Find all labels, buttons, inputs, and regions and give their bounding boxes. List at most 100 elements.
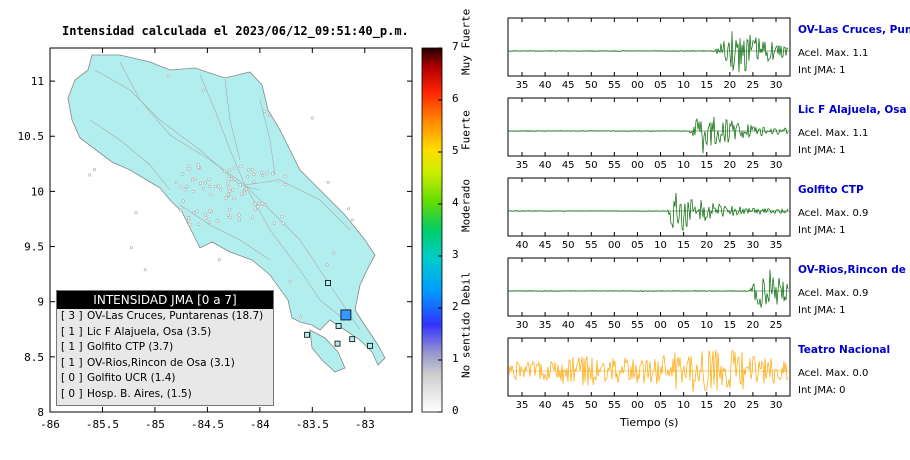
lat-tick-label: 11	[31, 75, 44, 88]
town-dot	[143, 268, 147, 272]
town-dot	[183, 188, 187, 192]
town-dot	[262, 110, 266, 114]
trace-tick-label: 30	[770, 400, 783, 411]
town-dot	[232, 166, 236, 170]
town-dot	[239, 164, 243, 169]
trace-tick-label: 20	[723, 160, 736, 171]
town-dot	[232, 197, 236, 201]
town-dot	[252, 180, 256, 184]
town-dot	[243, 191, 247, 195]
town-dot	[217, 258, 221, 262]
lon-tick-label: -86	[40, 418, 60, 431]
town-dot	[195, 209, 199, 213]
trace-accel-max: Acel. Max. 0.9	[798, 288, 869, 299]
legend-station-name: OV-Rios,Rincon de Osa (3.1)	[87, 356, 235, 369]
trace-tick-label: 15	[677, 240, 690, 251]
station-marker	[340, 309, 352, 321]
town-dot	[350, 218, 354, 222]
trace-tick-label: 40	[539, 160, 552, 171]
legend-intensity: [ 0 ]	[61, 372, 83, 384]
lat-tick-label: 10	[31, 185, 44, 198]
trace-station-name: OV-Rios,Rincon de Osa	[798, 264, 910, 276]
town-dot	[88, 173, 92, 177]
town-dot	[179, 184, 183, 189]
lon-tick-label: -83	[355, 418, 375, 431]
trace-tick-label: 25	[747, 80, 760, 91]
map-title: Intensidad calculada el 2023/06/12_09:51…	[62, 24, 409, 38]
road	[224, 79, 241, 161]
trace-tick-label: 50	[608, 320, 621, 331]
lat-tick-label: 9	[37, 296, 44, 309]
scale-category-label: Debil	[459, 271, 473, 305]
color-scale-bar	[421, 47, 443, 413]
trace-tick-label: 00	[654, 320, 667, 331]
town-dot	[256, 205, 260, 209]
town-dot	[187, 167, 191, 171]
lon-tick-label: -84.5	[191, 418, 224, 431]
town-dot	[188, 222, 192, 227]
trace-tick-label: 20	[723, 80, 736, 91]
trace-frame	[507, 177, 791, 237]
town-dot	[230, 188, 235, 192]
lat-tick-label: 8	[37, 406, 44, 419]
scale-category-label: Moderado	[459, 179, 473, 232]
trace-tick-label: 05	[654, 80, 667, 91]
trace-int-jma: Int JMA: 1	[798, 65, 846, 76]
trace-tick-label: 10	[677, 400, 690, 411]
town-dot	[253, 207, 258, 211]
town-dot	[271, 172, 275, 176]
trace-int-jma: Int JMA: 0	[798, 385, 846, 396]
lon-tick-label: -83.5	[296, 418, 329, 431]
town-dot	[347, 207, 351, 211]
town-dot	[263, 203, 267, 207]
town-dot	[237, 213, 241, 217]
trace-int-jma: Int JMA: 1	[798, 145, 846, 156]
town-dot	[201, 88, 205, 92]
town-dot	[227, 177, 231, 181]
road	[199, 74, 301, 241]
trace-tick-label: 15	[700, 80, 713, 91]
trace-tick-label: 00	[631, 80, 644, 91]
legend-intensity: [ 0 ]	[61, 387, 83, 400]
waveform	[508, 269, 789, 308]
trace-tick-label: 25	[747, 400, 760, 411]
trace-tick-label: 10	[654, 240, 667, 251]
trace-tick-label: 35	[539, 320, 552, 331]
town-dot	[238, 183, 242, 187]
legend-intensity: [ 1 ]	[61, 325, 83, 338]
town-dot	[226, 193, 230, 197]
trace-station-name: OV-Las Cruces, Puntarenas	[798, 24, 910, 36]
trace-tick-label: 55	[585, 240, 598, 251]
town-dot	[224, 196, 228, 200]
trace-tick-label: 15	[700, 400, 713, 411]
town-dot	[217, 184, 221, 188]
lat-tick-label: 8.5	[24, 351, 44, 364]
trace-tick-label: 25	[770, 320, 783, 331]
road	[244, 184, 346, 321]
town-dot	[325, 263, 329, 267]
town-dot	[260, 201, 264, 206]
trace-tick-label: 00	[608, 240, 621, 251]
trace-int-jma: Int JMA: 1	[798, 225, 846, 236]
color-scale-gradient	[421, 47, 443, 413]
trace-tick-label: 40	[539, 80, 552, 91]
trace-station-name: Golfito CTP	[798, 184, 864, 196]
town-dot	[197, 222, 201, 226]
town-dot	[203, 181, 207, 185]
trace-tick-label: 00	[631, 160, 644, 171]
town-dot	[237, 217, 241, 221]
trace-tick-label: 05	[654, 160, 667, 171]
town-dot	[215, 219, 219, 223]
time-axis-label: Tiempo (s)	[620, 416, 679, 429]
town-dot	[129, 246, 133, 250]
legend-row: [ 1 ] Golfito CTP (3.7)	[57, 340, 273, 356]
trace-station-name: Teatro Nacional	[798, 344, 891, 356]
town-dot	[193, 176, 197, 181]
town-dot	[203, 213, 207, 217]
town-dot	[281, 221, 285, 225]
trace-tick-label: 40	[539, 400, 552, 411]
town-dot	[92, 168, 96, 172]
trace-accel-max: Acel. Max. 0.9	[798, 208, 869, 219]
town-dot	[276, 179, 281, 183]
lon-tick-label: -85	[145, 418, 165, 431]
